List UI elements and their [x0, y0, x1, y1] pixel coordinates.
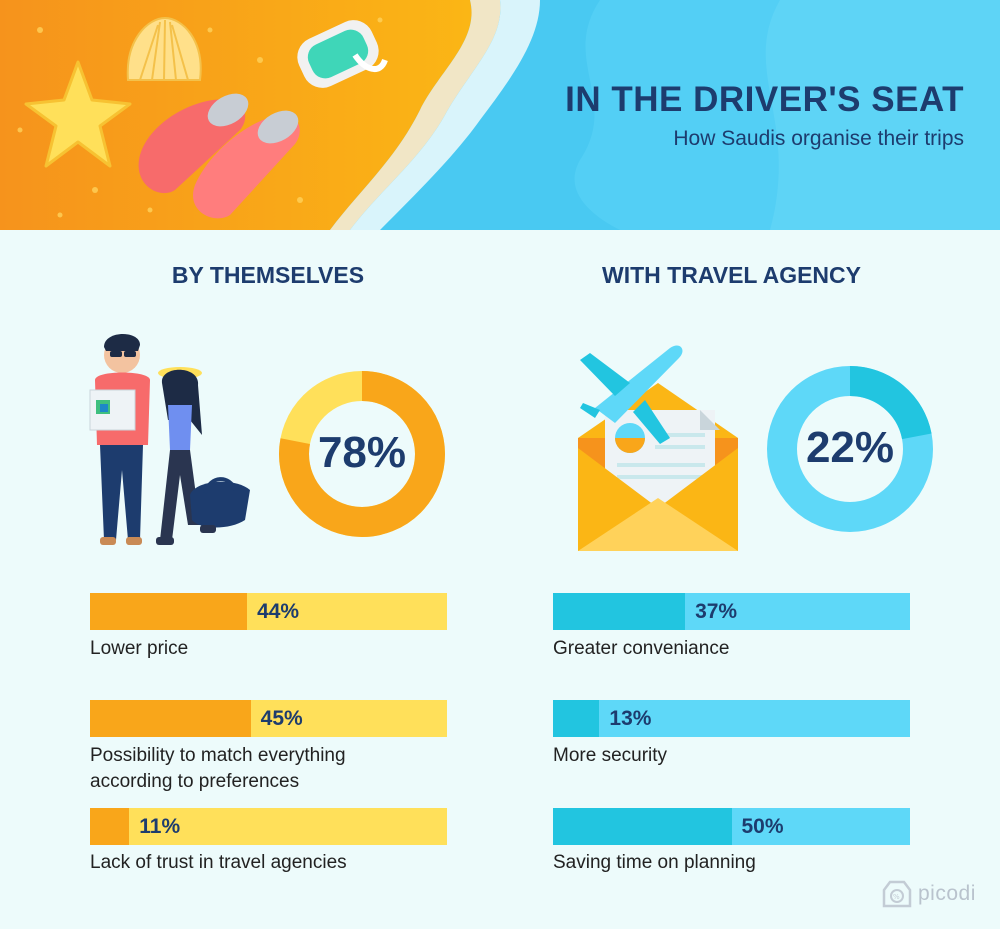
right-bar-3-label: Saving time on planning [553, 852, 756, 873]
seashell-icon [126, 16, 202, 81]
picodi-logo: % picodi [882, 877, 976, 911]
page-subtitle: How Saudis organise their trips [673, 127, 964, 150]
right-bar-3-value: 50% [741, 815, 784, 838]
right-donut-chart [767, 366, 933, 532]
svg-text:%: % [893, 893, 900, 901]
picodi-logo-text: picodi [918, 882, 976, 905]
left-bar-3-value: 11% [139, 815, 181, 838]
envelope-ticket-icon [578, 345, 738, 551]
left-bar-2-value: 45% [260, 707, 303, 730]
starfish-icon [24, 60, 132, 168]
flippers-icon [138, 93, 300, 219]
left-bar-2-label: Possibility to match everything accordin… [90, 745, 346, 792]
right-bar-2: 13% [553, 700, 910, 737]
left-bar-3: 11% [90, 808, 447, 845]
page-title: IN THE DRIVER'S SEAT [565, 80, 964, 119]
left-bar-1-label: Lower price [90, 638, 189, 659]
right-bar-3: 50% [553, 808, 910, 845]
right-donut-arc [767, 366, 933, 532]
beach-illustration [0, 0, 1000, 230]
left-donut-arc [279, 371, 445, 537]
right-bar-1-label: Greater conveniance [553, 638, 730, 659]
right-column-heading: WITH TRAVEL AGENCY [602, 262, 861, 288]
right-bar-2-value: 13% [609, 707, 652, 730]
left-bar-1-value: 44% [257, 600, 300, 623]
picodi-logo-icon: % [882, 880, 912, 908]
left-column-heading: BY THEMSELVES [171, 262, 365, 288]
diving-mask-icon [297, 20, 388, 88]
right-bar-1-value: 37% [695, 600, 738, 623]
airplane-icon [580, 345, 683, 444]
left-bar-2: 45% [90, 700, 447, 737]
left-bar-1: 44% [90, 593, 447, 630]
header-banner: IN THE DRIVER'S SEAT How Saudis organise… [0, 0, 1000, 230]
right-bar-2-label: More security [553, 745, 668, 766]
left-donut-value: 78% [317, 428, 407, 477]
left-bar-3-label: Lack of trust in travel agencies [90, 852, 347, 873]
left-donut-chart [279, 371, 445, 537]
travelers-couple-icon [89, 333, 250, 545]
right-bar-1: 37% [553, 593, 910, 630]
right-donut-value: 22% [805, 423, 895, 472]
